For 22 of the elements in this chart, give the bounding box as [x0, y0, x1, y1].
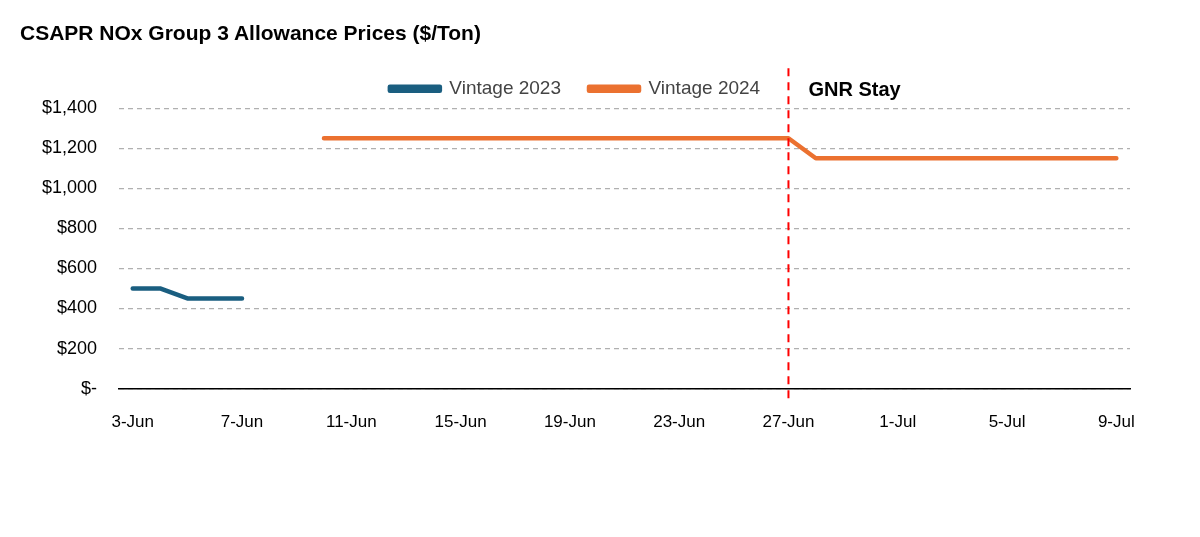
ref-line-label: GNR Stay: [808, 77, 902, 100]
legend-label: Vintage 2023: [449, 76, 562, 98]
y-tick-label: $800: [57, 217, 98, 238]
legend-label: Vintage 2024: [648, 76, 761, 98]
x-tick-label: 27-Jun: [762, 412, 815, 432]
x-tick-label: 15-Jun: [434, 412, 487, 432]
y-tick-label: $200: [57, 337, 98, 358]
x-tick-label: 3-Jun: [111, 412, 154, 432]
chart-title: CSAPR NOx Group 3 Allowance Prices ($/Ton): [20, 21, 481, 45]
y-tick-label: $1,000: [41, 177, 98, 198]
x-tick-label: 5-Jul: [988, 412, 1026, 432]
x-tick-label: 7-Jun: [220, 412, 264, 432]
x-tick-label: 11-Jun: [325, 412, 377, 432]
y-tick-label: $600: [57, 257, 98, 278]
y-tick-label: $1,400: [41, 97, 98, 118]
x-tick-label: 23-Jun: [653, 412, 706, 432]
x-tick-label: 1-Jul: [879, 412, 917, 432]
x-tick-label: 19-Jun: [543, 412, 596, 432]
x-tick-label: 9-Jul: [1097, 412, 1135, 432]
y-tick-label: $400: [57, 297, 98, 318]
y-tick-label: $-: [81, 377, 98, 398]
y-tick-label: $1,200: [41, 137, 98, 158]
